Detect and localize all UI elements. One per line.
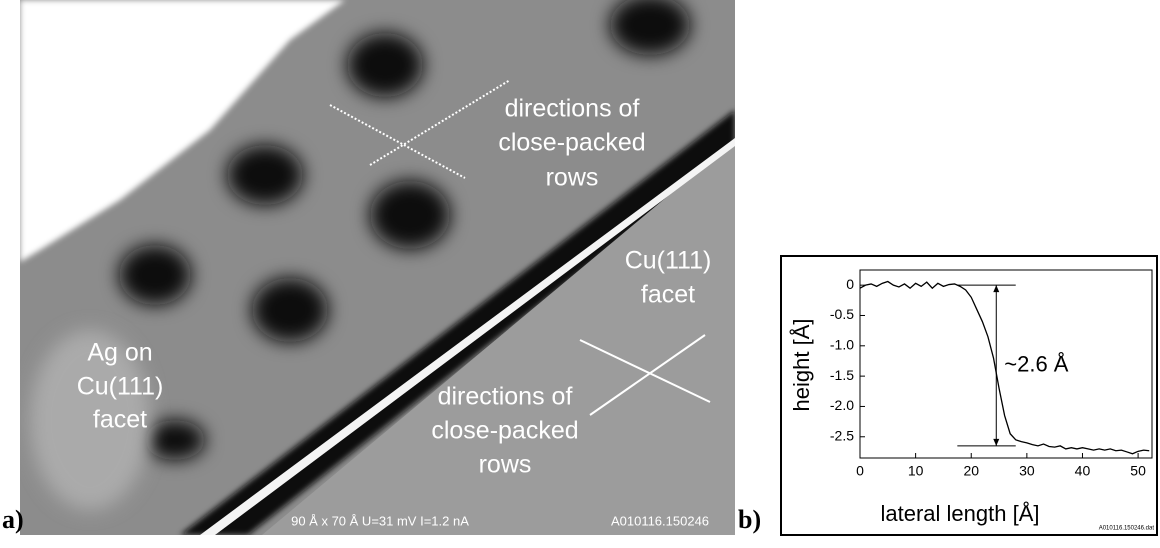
annotation: facet bbox=[93, 406, 147, 434]
y-axis-label: height [Å] bbox=[789, 319, 814, 412]
y-tick-label: -0.5 bbox=[830, 306, 854, 322]
annotation: close-packed bbox=[431, 417, 578, 445]
x-axis-label: lateral length [Å] bbox=[881, 501, 1040, 526]
y-tick-label: -1.5 bbox=[830, 367, 854, 383]
annotation: directions of bbox=[505, 95, 640, 123]
arrow-head bbox=[993, 439, 999, 446]
x-tick-label: 50 bbox=[1130, 463, 1146, 479]
x-tick-label: 10 bbox=[908, 463, 924, 479]
file-name: A010116.150246.dat bbox=[1099, 526, 1155, 532]
step-annotation: ~2.6 Å bbox=[1004, 351, 1069, 376]
stm-image: directions of close-packed rows directio… bbox=[20, 0, 735, 543]
x-tick-label: 40 bbox=[1075, 463, 1091, 479]
annotation: Cu(111) bbox=[77, 373, 164, 401]
panel-label: b) bbox=[738, 505, 761, 534]
annotation: Ag on bbox=[87, 339, 152, 367]
scan-info: 90 Å x 70 Å U=31 mV I=1.2 nA bbox=[291, 513, 469, 528]
annotation: close-packed bbox=[498, 129, 645, 157]
y-tick-label: 0 bbox=[846, 276, 854, 292]
annotation: rows bbox=[546, 164, 599, 192]
x-tick-label: 30 bbox=[1019, 463, 1035, 479]
x-tick-label: 0 bbox=[856, 463, 864, 479]
chart-frame bbox=[781, 256, 1157, 535]
annotation: rows bbox=[479, 451, 532, 479]
panel-label: a) bbox=[2, 505, 24, 534]
x-tick-label: 20 bbox=[963, 463, 979, 479]
figure: directions of close-packed rows directio… bbox=[0, 0, 1160, 543]
file-name: A010116.150246 bbox=[611, 513, 709, 528]
annotation: facet bbox=[641, 281, 695, 309]
annotation: directions of bbox=[438, 383, 573, 411]
arrow-head bbox=[993, 285, 999, 292]
annotation: Cu(111) bbox=[625, 247, 712, 275]
y-tick-label: -2.0 bbox=[830, 397, 854, 413]
y-tick-label: -2.5 bbox=[830, 427, 854, 443]
y-tick-label: -1.0 bbox=[830, 337, 854, 353]
